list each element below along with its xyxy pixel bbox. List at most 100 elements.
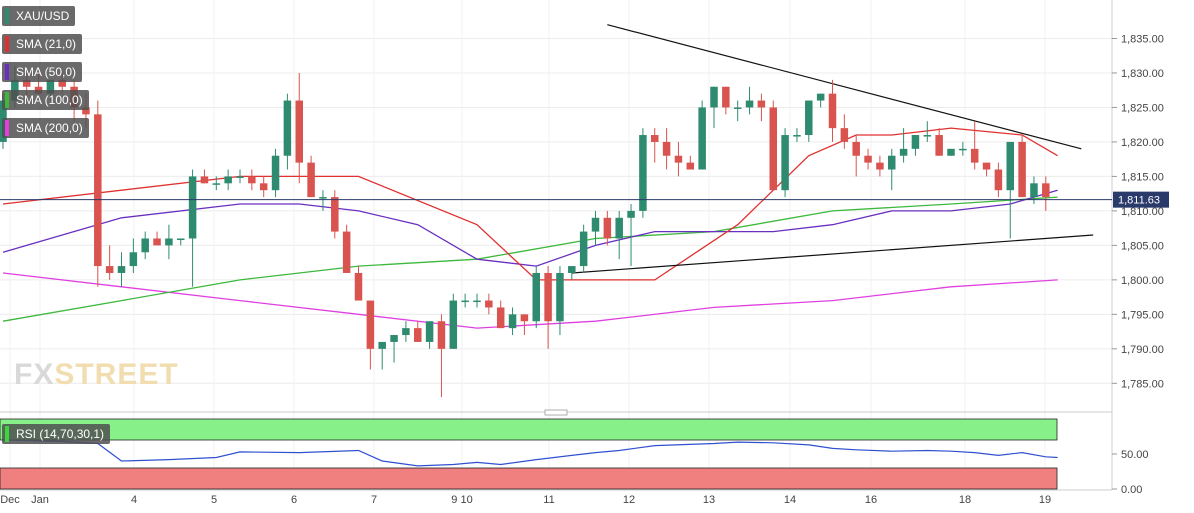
candle[interactable] bbox=[212, 176, 221, 191]
candle[interactable] bbox=[722, 86, 730, 115]
candle[interactable] bbox=[852, 135, 860, 177]
candle[interactable] bbox=[710, 86, 718, 129]
candle[interactable] bbox=[970, 121, 979, 170]
candle[interactable] bbox=[1042, 176, 1050, 211]
lower-trendline[interactable] bbox=[571, 234, 1094, 274]
candle[interactable] bbox=[698, 100, 706, 170]
legend-item[interactable]: XAU/USD bbox=[2, 6, 76, 26]
candle[interactable] bbox=[271, 148, 280, 198]
candle[interactable] bbox=[627, 204, 635, 267]
candle[interactable] bbox=[603, 210, 612, 246]
candle[interactable] bbox=[888, 148, 896, 191]
candle[interactable] bbox=[556, 266, 564, 336]
candle[interactable] bbox=[129, 238, 138, 273]
legend-item[interactable]: SMA (100,0) bbox=[2, 90, 89, 110]
candle[interactable] bbox=[236, 169, 244, 184]
candle[interactable] bbox=[532, 266, 541, 329]
candle[interactable] bbox=[805, 100, 813, 142]
candle[interactable] bbox=[319, 190, 327, 211]
legend-swatch bbox=[5, 8, 9, 24]
candle[interactable] bbox=[816, 93, 825, 108]
candle[interactable] bbox=[496, 300, 505, 329]
candle-body bbox=[248, 176, 256, 184]
candle[interactable] bbox=[485, 293, 493, 315]
candle[interactable] bbox=[733, 100, 742, 122]
candle[interactable] bbox=[911, 135, 920, 156]
candle[interactable] bbox=[141, 231, 149, 260]
candle[interactable] bbox=[295, 72, 304, 184]
candle-body bbox=[627, 210, 635, 218]
candle[interactable] bbox=[935, 128, 943, 156]
legend-item[interactable]: SMA (21,0) bbox=[2, 34, 83, 54]
candle[interactable] bbox=[366, 300, 375, 370]
candle[interactable] bbox=[165, 224, 173, 260]
candle[interactable] bbox=[591, 210, 600, 246]
candle[interactable] bbox=[864, 148, 872, 170]
candle[interactable] bbox=[982, 162, 991, 177]
rsi-legend-item[interactable]: RSI (14,70,30,1) bbox=[2, 424, 111, 444]
legend-item[interactable]: SMA (200,0) bbox=[2, 118, 89, 138]
candle-body bbox=[354, 272, 363, 301]
candle[interactable] bbox=[745, 86, 754, 115]
candle[interactable] bbox=[686, 155, 695, 170]
candle[interactable] bbox=[425, 321, 434, 349]
candle[interactable] bbox=[639, 128, 647, 218]
candle[interactable] bbox=[177, 238, 185, 246]
candle[interactable] bbox=[259, 176, 268, 198]
candle[interactable] bbox=[651, 128, 659, 163]
candle[interactable] bbox=[769, 100, 778, 191]
candle[interactable] bbox=[828, 79, 837, 142]
candle[interactable] bbox=[117, 252, 126, 287]
candle[interactable] bbox=[94, 100, 102, 287]
candle[interactable] bbox=[188, 169, 197, 287]
candle[interactable] bbox=[153, 231, 161, 246]
legend-item[interactable]: SMA (50,0) bbox=[2, 62, 83, 82]
candle[interactable] bbox=[105, 245, 114, 280]
candle[interactable] bbox=[899, 128, 908, 163]
y-tick-label: 1,820.00 bbox=[1121, 137, 1164, 149]
candle[interactable] bbox=[1006, 141, 1015, 239]
candle[interactable] bbox=[354, 266, 363, 301]
candle-body bbox=[437, 321, 446, 349]
candle[interactable] bbox=[757, 93, 766, 122]
candle[interactable] bbox=[414, 321, 422, 342]
candle[interactable] bbox=[449, 293, 458, 349]
candle[interactable] bbox=[248, 169, 256, 191]
candle[interactable] bbox=[781, 128, 789, 198]
candle[interactable] bbox=[378, 341, 386, 370]
candle[interactable] bbox=[283, 93, 292, 170]
candle[interactable] bbox=[390, 335, 398, 363]
y-tick-label: 1,785.00 bbox=[1121, 378, 1164, 390]
upper-trendline[interactable] bbox=[607, 24, 1082, 150]
candle[interactable] bbox=[923, 121, 932, 142]
candle[interactable] bbox=[461, 293, 469, 308]
candle[interactable] bbox=[568, 266, 576, 280]
candle[interactable] bbox=[615, 210, 623, 260]
candle[interactable] bbox=[224, 169, 232, 191]
candle[interactable] bbox=[508, 307, 517, 336]
candle[interactable] bbox=[437, 314, 446, 398]
candle[interactable] bbox=[1018, 135, 1026, 198]
candle[interactable] bbox=[994, 162, 1003, 198]
candle[interactable] bbox=[342, 224, 351, 273]
candle[interactable] bbox=[520, 314, 529, 336]
candle[interactable] bbox=[947, 148, 955, 156]
candle[interactable] bbox=[793, 128, 801, 142]
candle[interactable] bbox=[579, 224, 588, 273]
candle[interactable] bbox=[473, 293, 481, 308]
candle[interactable] bbox=[402, 321, 410, 342]
candle[interactable] bbox=[959, 141, 967, 156]
pane-resize-handle[interactable] bbox=[544, 409, 568, 416]
candle[interactable] bbox=[307, 155, 315, 198]
x-tick-label: 19 bbox=[1039, 494, 1051, 506]
candle[interactable] bbox=[876, 155, 884, 177]
candle[interactable] bbox=[544, 266, 552, 349]
candle[interactable] bbox=[662, 128, 671, 170]
candle-body bbox=[662, 141, 671, 156]
candle[interactable] bbox=[840, 114, 849, 149]
candle[interactable] bbox=[331, 190, 339, 239]
candle[interactable] bbox=[674, 141, 683, 177]
candles bbox=[0, 66, 1050, 398]
candle[interactable] bbox=[200, 169, 209, 184]
